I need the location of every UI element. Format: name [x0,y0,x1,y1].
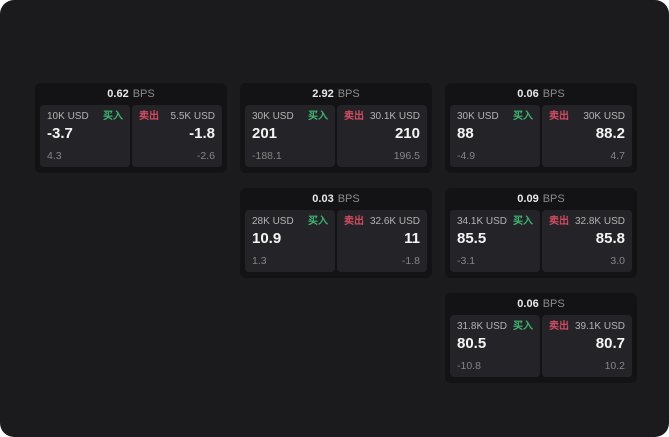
buy-price: -3.7 [47,125,73,142]
sell-side-label: 卖出 [139,111,159,122]
buy-delta: 4.3 [47,150,62,162]
buy-side-label: 买入 [308,111,328,122]
sell-size: 32.8K USD [574,216,625,227]
buy-panel[interactable]: 10K USD 买入 -3.7 4.3 [40,105,130,167]
bps-value: 0.03 [312,193,334,205]
buy-price: 80.5 [457,335,487,352]
sell-price: 210 [394,125,420,142]
buy-delta: -4.9 [457,150,476,162]
buy-size: 28K USD [252,216,294,227]
quote-card: 0.62 BPS 10K USD 买入 -3.7 4.3 卖出 5.5K USD… [35,83,227,173]
bps-header: 0.62 BPS [35,83,227,105]
sell-delta: 4.7 [610,150,625,162]
buy-panel[interactable]: 28K USD 买入 10.9 1.3 [245,210,335,272]
sell-price: 85.8 [595,230,625,247]
sell-price: 11 [404,230,420,247]
sell-size: 32.6K USD [369,216,420,227]
sell-price: -1.8 [189,125,215,142]
sell-delta: 196.5 [393,150,420,162]
sell-delta: -2.6 [196,150,215,162]
sell-side-label: 卖出 [344,216,364,227]
buy-price: 10.9 [252,230,282,247]
sell-delta: 10.2 [604,360,625,372]
sell-panel[interactable]: 卖出 32.8K USD 85.8 3.0 [542,210,632,272]
buy-price: 88 [457,125,474,142]
buy-side-label: 买入 [513,111,533,122]
bps-header: 0.03 BPS [240,188,432,210]
buy-panel[interactable]: 30K USD 买入 201 -188.1 [245,105,335,167]
sell-side-label: 卖出 [549,216,569,227]
sell-panel[interactable]: 卖出 5.5K USD -1.8 -2.6 [132,105,222,167]
bps-header: 0.06 BPS [445,83,637,105]
bps-value: 2.92 [312,88,334,100]
sell-size: 30K USD [583,111,625,122]
bps-value: 0.62 [107,88,129,100]
sell-side-label: 卖出 [344,111,364,122]
quote-card: 0.06 BPS 31.8K USD 买入 80.5 -10.8 卖出 39.1… [445,293,637,383]
bps-unit-label: BPS [132,88,155,100]
sell-price: 80.7 [595,335,625,352]
buy-delta: 1.3 [252,255,267,267]
buy-side-label: 买入 [513,321,533,332]
sell-side-label: 卖出 [549,321,569,332]
buy-price: 85.5 [457,230,487,247]
buy-panel[interactable]: 31.8K USD 买入 80.5 -10.8 [450,315,540,377]
sell-size: 39.1K USD [574,321,625,332]
quote-card: 0.06 BPS 30K USD 买入 88 -4.9 卖出 30K USD 8… [445,83,637,173]
bps-header: 0.06 BPS [445,293,637,315]
bps-unit-label: BPS [337,88,360,100]
buy-price: 201 [252,125,278,142]
bps-unit-label: BPS [337,193,360,205]
buy-delta: -3.1 [457,255,476,267]
sell-panel[interactable]: 卖出 30.1K USD 210 196.5 [337,105,427,167]
buy-panel[interactable]: 34.1K USD 买入 85.5 -3.1 [450,210,540,272]
buy-size: 34.1K USD [457,216,508,227]
sell-price: 88.2 [595,125,625,142]
bps-unit-label: BPS [542,88,565,100]
quote-card: 0.09 BPS 34.1K USD 买入 85.5 -3.1 卖出 32.8K… [445,188,637,278]
bps-value: 0.06 [517,298,539,310]
sell-panel[interactable]: 卖出 32.6K USD 11 -1.8 [337,210,427,272]
sell-delta: 3.0 [610,255,625,267]
quote-card: 0.03 BPS 28K USD 买入 10.9 1.3 卖出 32.6K US… [240,188,432,278]
bps-header: 0.09 BPS [445,188,637,210]
sell-panel[interactable]: 卖出 30K USD 88.2 4.7 [542,105,632,167]
quote-card: 2.92 BPS 30K USD 买入 201 -188.1 卖出 30.1K … [240,83,432,173]
buy-size: 31.8K USD [457,321,508,332]
bps-unit-label: BPS [542,193,565,205]
bps-value: 0.06 [517,88,539,100]
buy-size: 30K USD [252,111,294,122]
sell-side-label: 卖出 [549,111,569,122]
buy-side-label: 买入 [103,111,123,122]
buy-size: 10K USD [47,111,89,122]
buy-delta: -10.8 [457,360,481,372]
buy-delta: -188.1 [252,150,282,162]
bps-unit-label: BPS [542,298,565,310]
bps-header: 2.92 BPS [240,83,432,105]
sell-size: 30.1K USD [369,111,420,122]
buy-size: 30K USD [457,111,499,122]
buy-side-label: 买入 [513,216,533,227]
sell-delta: -1.8 [401,255,420,267]
sell-panel[interactable]: 卖出 39.1K USD 80.7 10.2 [542,315,632,377]
sell-size: 5.5K USD [170,111,215,122]
buy-panel[interactable]: 30K USD 买入 88 -4.9 [450,105,540,167]
buy-side-label: 买入 [308,216,328,227]
bps-value: 0.09 [517,193,539,205]
